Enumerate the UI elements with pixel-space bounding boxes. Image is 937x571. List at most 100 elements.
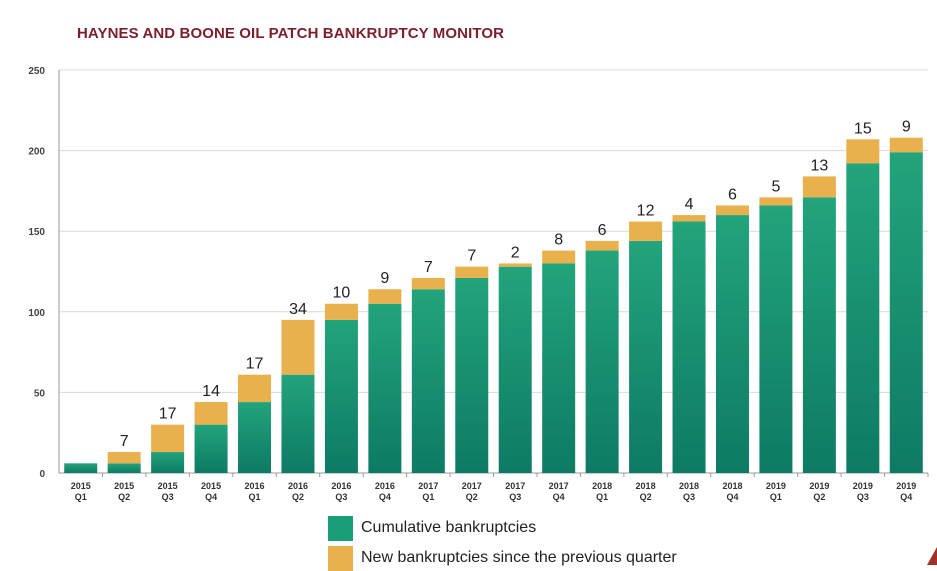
- bar-new: [672, 215, 706, 222]
- y-axis: 0 50 100 150 200 250: [28, 66, 60, 480]
- bar-new: [455, 266, 489, 278]
- bar-new: [629, 221, 663, 241]
- bar-cumulative: [64, 463, 98, 473]
- gridlines: [59, 69, 928, 474]
- x-tick-label-quarter: Q2: [466, 492, 478, 502]
- x-tick-label-year: 2017: [418, 481, 438, 491]
- x-tick-label-year: 2018: [722, 481, 742, 491]
- x-tick-label-quarter: Q3: [335, 492, 347, 502]
- bar-cumulative: [107, 463, 141, 473]
- x-tick-label-quarter: Q4: [726, 492, 738, 502]
- legend-item-cumulative: Cumulative bankruptcies: [328, 515, 536, 541]
- bar-cumulative: [194, 424, 228, 473]
- bar-cumulative: [672, 221, 706, 473]
- data-label: 15: [854, 120, 872, 137]
- x-tick-label-quarter: Q3: [162, 492, 174, 502]
- bar-cumulative: [542, 263, 576, 473]
- data-label: 7: [424, 259, 433, 276]
- x-tick-label-quarter: Q4: [205, 492, 217, 502]
- x-tick-label-year: 2016: [375, 481, 395, 491]
- bar-cumulative: [368, 303, 402, 473]
- data-label: 2: [511, 244, 520, 261]
- x-tick-label-year: 2015: [71, 481, 91, 491]
- data-label: 7: [120, 433, 129, 450]
- x-tick-label-quarter: Q1: [596, 492, 608, 502]
- bar-cumulative: [281, 374, 315, 473]
- bars: [64, 137, 923, 473]
- x-tick-label-year: 2018: [636, 481, 656, 491]
- x-tick-label-year: 2017: [505, 481, 525, 491]
- bar-new: [759, 197, 793, 206]
- bar-new: [281, 319, 315, 375]
- x-tick-label-quarter: Q1: [75, 492, 87, 502]
- bar-cumulative: [324, 319, 358, 473]
- bar-new: [542, 250, 576, 264]
- bar-cumulative: [238, 402, 272, 473]
- legend-label-cumulative: Cumulative bankruptcies: [361, 519, 537, 536]
- data-label: 17: [246, 356, 264, 373]
- x-tick-label-year: 2019: [809, 481, 829, 491]
- legend-swatch-cumulative: [328, 515, 353, 541]
- data-label: 34: [289, 301, 307, 318]
- data-label: 14: [202, 383, 220, 400]
- bar-new: [846, 139, 880, 164]
- corner-accent: [927, 547, 937, 565]
- x-axis: 2015Q12015Q22015Q32015Q42016Q12016Q22016…: [71, 473, 929, 502]
- x-tick-label-year: 2016: [288, 481, 308, 491]
- x-tick-label-year: 2015: [114, 481, 134, 491]
- x-tick-label-quarter: Q1: [422, 492, 434, 502]
- x-tick-label-year: 2018: [679, 481, 699, 491]
- bar-new: [715, 205, 749, 216]
- bar-new: [802, 176, 836, 198]
- bar-cumulative: [455, 277, 489, 473]
- bar-cumulative: [759, 205, 793, 473]
- x-tick-label-quarter: Q2: [292, 492, 304, 502]
- x-tick-label-quarter: Q4: [553, 492, 565, 502]
- x-tick-label-year: 2019: [766, 481, 786, 491]
- data-label: 5: [771, 178, 780, 195]
- bar-cumulative: [585, 250, 619, 473]
- bar-new: [324, 303, 358, 320]
- data-label: 6: [728, 186, 737, 203]
- bar-cumulative: [802, 197, 836, 473]
- x-tick-label-year: 2015: [201, 481, 221, 491]
- y-tick-label: 250: [28, 66, 45, 77]
- x-tick-label-quarter: Q3: [683, 492, 695, 502]
- x-tick-label-quarter: Q2: [813, 492, 825, 502]
- bar-new: [194, 402, 228, 425]
- legend-swatch-new: [328, 545, 353, 571]
- y-tick-label: 200: [28, 147, 45, 158]
- x-tick-label-quarter: Q4: [900, 492, 912, 502]
- bar-chart: 0 50 100 150 200 250 7 17 14 17 34 10 9 7 7 2 8 6 12 4 6 5 13…: [28, 66, 929, 502]
- x-tick-label-year: 2017: [462, 481, 482, 491]
- bar-cumulative: [629, 240, 663, 473]
- data-label: 7: [467, 248, 476, 265]
- data-label: 6: [598, 222, 607, 239]
- data-label: 17: [159, 406, 177, 423]
- x-tick-label-year: 2016: [245, 481, 265, 491]
- x-tick-label-quarter: Q4: [379, 492, 391, 502]
- bar-new: [585, 240, 619, 251]
- data-label: 13: [810, 157, 828, 174]
- y-tick-label: 50: [34, 388, 46, 399]
- data-label: 12: [637, 203, 655, 220]
- y-tick-label: 150: [28, 227, 45, 238]
- data-label: 10: [333, 285, 351, 302]
- chart-title: HAYNES AND BOONE OIL PATCH BANKRUPTCY MO…: [77, 25, 505, 42]
- x-tick-label-quarter: Q1: [770, 492, 782, 502]
- bar-new: [107, 452, 141, 464]
- x-tick-label-year: 2019: [853, 481, 873, 491]
- data-label: 9: [902, 119, 911, 136]
- x-tick-label-quarter: Q2: [640, 492, 652, 502]
- x-tick-label-year: 2017: [549, 481, 569, 491]
- x-tick-label-quarter: Q3: [509, 492, 521, 502]
- x-tick-label-year: 2018: [592, 481, 612, 491]
- bar-cumulative: [846, 163, 880, 473]
- y-tick-label: 0: [39, 469, 45, 480]
- data-label: 8: [554, 232, 563, 249]
- x-tick-label-year: 2015: [158, 481, 178, 491]
- bar-cumulative: [151, 452, 185, 473]
- data-labels: 7 17 14 17 34 10 9 7 7 2 8 6 12 4 6 5 13 15 9: [120, 119, 911, 450]
- x-tick-label-year: 2019: [896, 481, 916, 491]
- bar-cumulative: [411, 289, 445, 473]
